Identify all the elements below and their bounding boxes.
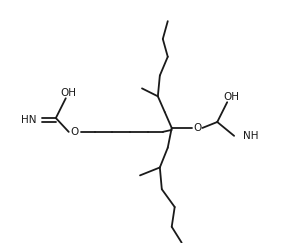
Text: O: O xyxy=(193,123,202,133)
Text: HN: HN xyxy=(21,115,37,125)
Text: NH: NH xyxy=(243,131,259,141)
Text: OH: OH xyxy=(223,92,239,102)
Text: O: O xyxy=(71,127,79,137)
Text: OH: OH xyxy=(61,88,77,98)
